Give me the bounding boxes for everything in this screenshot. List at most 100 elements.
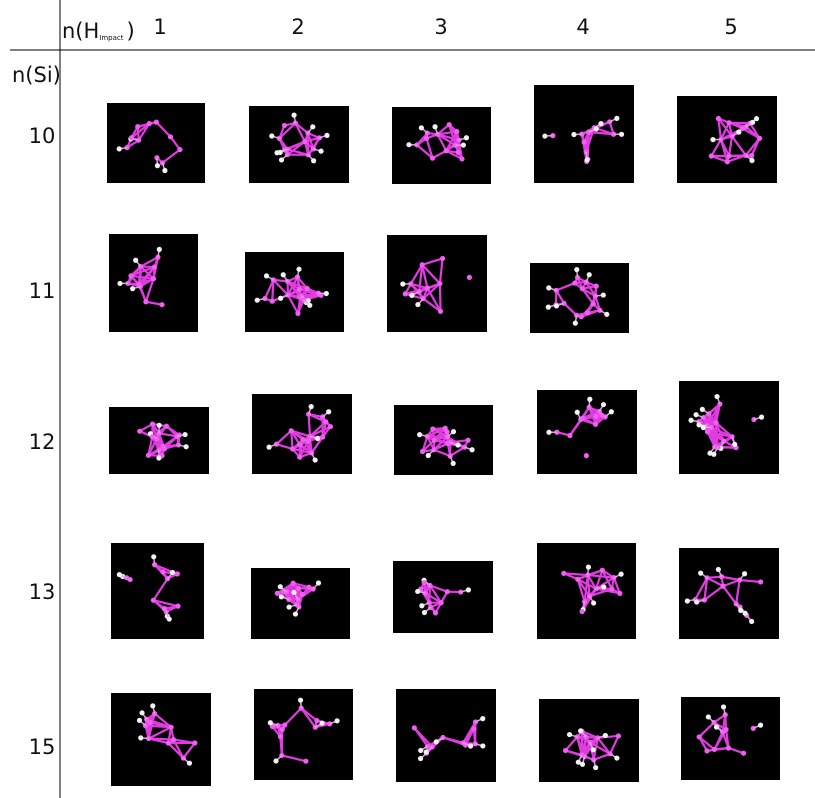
column-label: 5 — [724, 15, 737, 39]
si-atom — [155, 254, 161, 260]
bond — [148, 726, 172, 740]
bond — [286, 280, 303, 298]
si-atom — [147, 719, 153, 726]
si-atom — [288, 428, 294, 434]
si-atom — [152, 562, 158, 568]
si-atom — [411, 725, 417, 731]
h-atom — [741, 571, 748, 577]
h-atom — [758, 414, 765, 420]
h-atom — [418, 747, 424, 754]
si-atom — [419, 448, 426, 455]
bond — [586, 574, 597, 590]
si-atom — [550, 133, 556, 139]
row-header: n(Si) — [12, 63, 61, 87]
h-atom — [307, 302, 313, 308]
si-atom — [757, 135, 763, 141]
h-atom — [326, 409, 332, 415]
si-atom — [578, 314, 584, 320]
si-atom — [297, 454, 303, 460]
bond — [281, 754, 307, 763]
si-atom — [430, 426, 436, 432]
bond — [449, 446, 466, 457]
h-atom — [553, 303, 560, 309]
bond — [425, 138, 434, 159]
si-atom — [299, 591, 306, 598]
bond — [433, 448, 451, 458]
bond — [563, 572, 588, 577]
bond — [140, 256, 159, 268]
si-atom — [422, 590, 429, 596]
bond — [601, 569, 613, 590]
column-header: n(HImpact) — [62, 19, 135, 43]
bond — [300, 707, 317, 728]
h-atom — [699, 406, 705, 412]
h-atom — [425, 452, 431, 459]
h-atom — [117, 280, 123, 287]
bond — [161, 148, 181, 164]
bond — [721, 575, 740, 582]
si-atom — [438, 600, 444, 606]
si-atom — [740, 750, 747, 756]
si-atom — [302, 138, 308, 145]
bond — [698, 721, 715, 738]
h-atom — [713, 724, 720, 730]
column-label: 4 — [576, 15, 589, 39]
bond — [585, 131, 590, 153]
bond — [450, 439, 469, 444]
si-atom — [758, 579, 764, 585]
si-atom — [431, 437, 437, 443]
bond — [565, 749, 583, 757]
si-atom — [152, 711, 158, 717]
bond — [148, 737, 169, 745]
bond — [429, 584, 443, 604]
si-atom — [159, 160, 166, 166]
cluster-image — [539, 699, 639, 782]
si-atom — [296, 286, 302, 292]
bond — [162, 435, 178, 448]
image-background — [681, 697, 780, 780]
bond — [433, 427, 447, 442]
bond — [410, 282, 428, 290]
h-atom — [156, 455, 162, 461]
h-atom — [409, 292, 415, 298]
bond — [139, 266, 156, 288]
si-atom — [711, 746, 718, 753]
bond — [307, 414, 312, 437]
bond — [698, 736, 708, 752]
h-atom — [277, 149, 283, 156]
si-atom — [718, 136, 724, 143]
si-atom — [151, 264, 158, 270]
cluster-image — [393, 561, 493, 633]
h-atom — [572, 320, 578, 326]
bond — [592, 737, 599, 760]
cluster-image — [530, 263, 629, 333]
image-background — [679, 381, 779, 474]
si-atom — [471, 726, 477, 732]
si-atom — [580, 415, 586, 421]
row-label: 11 — [29, 279, 56, 303]
bond — [585, 281, 597, 297]
bond — [264, 279, 275, 299]
si-atom — [128, 273, 134, 279]
bond — [152, 578, 169, 601]
h-atom — [334, 718, 340, 724]
si-atom — [592, 421, 599, 427]
bond — [285, 591, 298, 606]
bond — [147, 722, 152, 739]
h-atom — [266, 444, 272, 450]
h-atom — [684, 598, 690, 604]
bond — [426, 427, 446, 438]
si-atom — [274, 590, 280, 596]
h-atom — [170, 569, 176, 576]
si-atom — [722, 712, 728, 718]
bond — [309, 425, 331, 438]
si-atom — [154, 155, 160, 161]
si-atom — [327, 423, 334, 430]
h-atom — [323, 290, 329, 297]
h-atom — [154, 163, 161, 169]
cluster-image — [537, 543, 636, 639]
h-atom — [480, 743, 486, 749]
bond — [130, 274, 154, 280]
h-atom — [450, 460, 456, 466]
h-atom — [183, 444, 189, 450]
